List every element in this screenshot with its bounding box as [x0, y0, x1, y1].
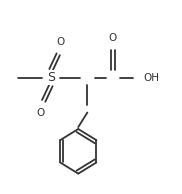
Text: O: O	[37, 108, 45, 119]
Text: S: S	[47, 71, 55, 84]
Text: O: O	[109, 33, 117, 43]
Text: OH: OH	[144, 73, 160, 83]
Text: O: O	[57, 37, 65, 47]
